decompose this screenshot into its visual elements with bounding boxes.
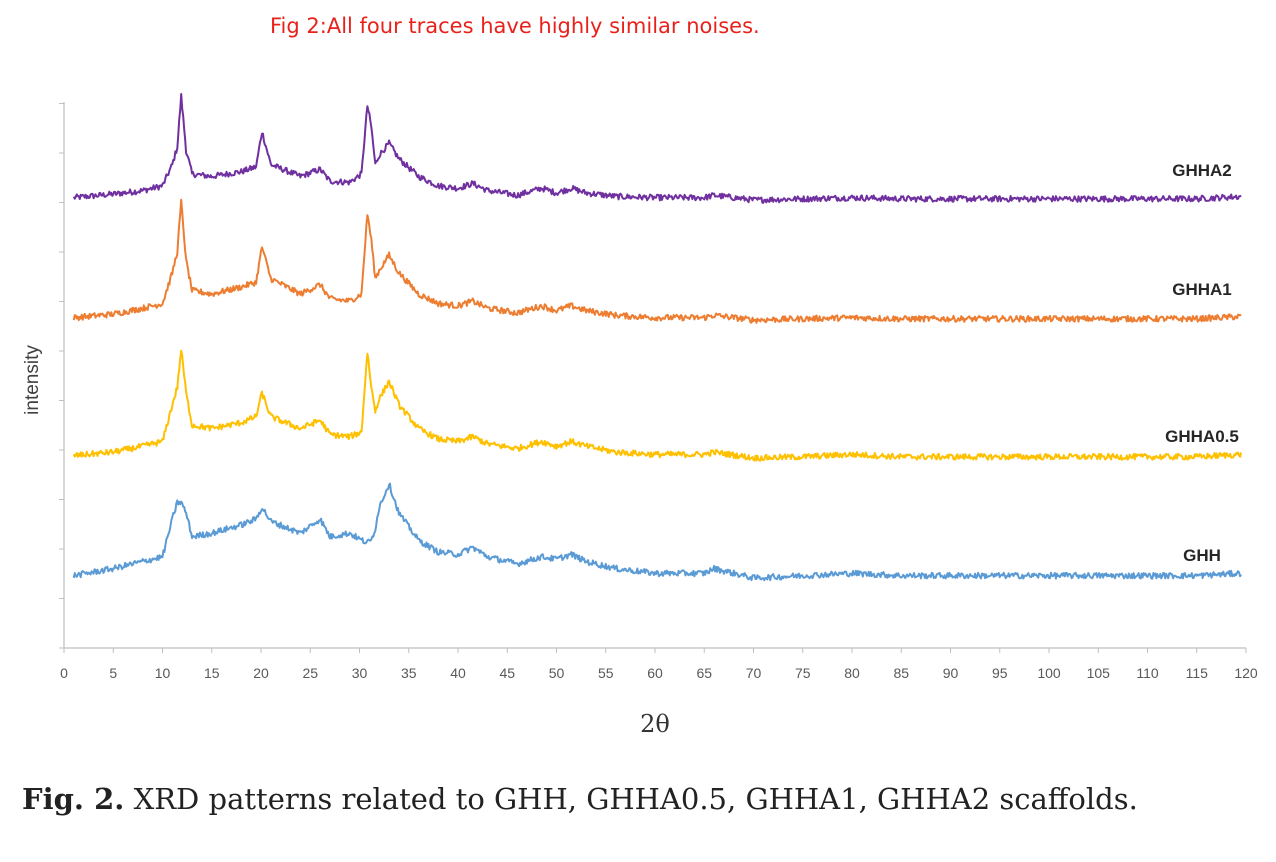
x-tick-label: 100 bbox=[1037, 665, 1061, 681]
series-line-ghha2 bbox=[72, 93, 1242, 204]
x-tick-label: 50 bbox=[549, 665, 565, 681]
x-tick-label: 80 bbox=[844, 665, 860, 681]
caption-lead: Fig. 2. bbox=[22, 782, 125, 816]
x-tick-label: 95 bbox=[992, 665, 1008, 681]
x-tick-label: 5 bbox=[109, 665, 117, 681]
series-label: GHHA1 bbox=[1172, 280, 1232, 299]
x-tick-label: 30 bbox=[352, 665, 368, 681]
x-tick-label: 120 bbox=[1234, 665, 1258, 681]
series-line-ghha0-5 bbox=[72, 349, 1243, 462]
x-tick-label: 10 bbox=[155, 665, 171, 681]
x-tick-label: 110 bbox=[1136, 665, 1159, 681]
x-tick-label: 40 bbox=[450, 665, 466, 681]
series-line-ghh bbox=[72, 482, 1242, 582]
x-tick-label: 0 bbox=[60, 665, 68, 681]
series-labels: GHHA2 GHHA1 GHHA0.5 GHH bbox=[1165, 161, 1239, 565]
x-tick-label: 55 bbox=[598, 665, 614, 681]
x-tick-label: 35 bbox=[401, 665, 417, 681]
caption-text: XRD patterns related to GHH, GHHA0.5, GH… bbox=[133, 782, 1138, 816]
x-tick-label: 20 bbox=[253, 665, 269, 681]
x-tick-label: 45 bbox=[499, 665, 515, 681]
series-label: GHH bbox=[1183, 546, 1221, 565]
y-axis bbox=[59, 102, 65, 649]
x-tick-label: 75 bbox=[795, 665, 811, 681]
x-tick-label: 85 bbox=[893, 665, 909, 681]
xrd-chart: 0 5 10 15 20 25 30 35 40 45 50 55 60 65 70 75 80 85 90 95 10… bbox=[22, 93, 1258, 738]
series-label: GHHA2 bbox=[1172, 161, 1232, 180]
x-tick-label: 70 bbox=[746, 665, 762, 681]
y-axis-title: intensity bbox=[22, 345, 43, 415]
x-tick-label: 60 bbox=[647, 665, 663, 681]
series-label: GHHA0.5 bbox=[1165, 427, 1239, 446]
x-axis-title: 2θ bbox=[640, 710, 670, 738]
x-tick-label: 90 bbox=[943, 665, 959, 681]
x-tick-label: 105 bbox=[1087, 665, 1111, 681]
figure-caption: Fig. 2. XRD patterns related to GHH, GHH… bbox=[22, 782, 1138, 816]
x-tick-label: 115 bbox=[1186, 665, 1209, 681]
figure-annotation: Fig 2:All four traces have highly simila… bbox=[270, 14, 760, 38]
series-group bbox=[72, 93, 1243, 582]
x-tick-label: 65 bbox=[696, 665, 712, 681]
x-axis: 0 5 10 15 20 25 30 35 40 45 50 55 60 65 70 75 80 85 90 95 10… bbox=[60, 647, 1258, 681]
x-tick-label: 25 bbox=[302, 665, 318, 681]
series-line-ghha1 bbox=[72, 198, 1242, 324]
x-tick-label: 15 bbox=[204, 665, 220, 681]
